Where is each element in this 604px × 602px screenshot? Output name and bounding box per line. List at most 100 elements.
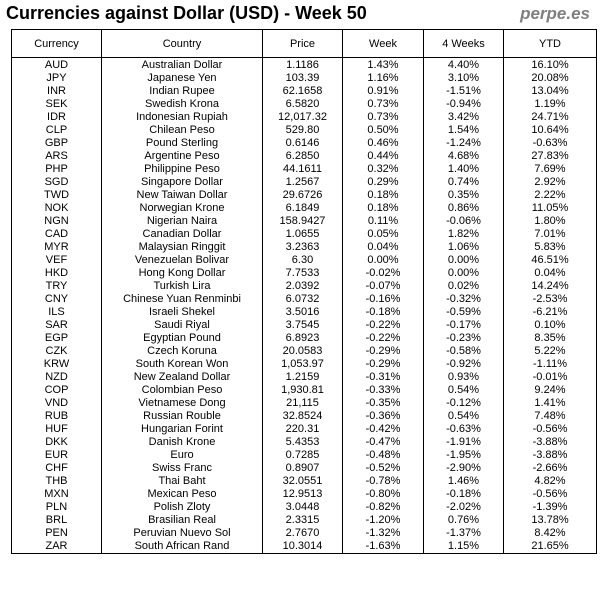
cell-country: Canadian Dollar [101,228,263,241]
cell-price: 6.8923 [262,332,343,345]
cell-country: Argentine Peso [101,150,263,163]
cell-price: 1.1186 [262,57,343,72]
cell-week-change: -1.63% [342,540,424,554]
cell-currency-code: PLN [11,501,102,514]
cell-ytd-change: 10.64% [503,124,597,137]
cell-price: 220.31 [262,423,343,436]
cell-country: Chinese Yuan Renminbi [101,293,263,306]
cell-week-change: 1.16% [342,72,424,85]
cell-currency-code: NGN [11,215,102,228]
table-row: VND Vietnamese Dong 21,115 -0.35% -0.12% 1.41… [11,397,597,410]
table-row: NZD New Zealand Dollar 1.2159 -0.31% 0.93% -0… [11,371,597,384]
cell-price: 3.0448 [262,501,343,514]
cell-country: Saudi Riyal [101,319,263,332]
cell-4-weeks-change: -0.59% [423,306,504,319]
table-row: HUF Hungarian Forint 220.31 -0.42% -0.63% -0.… [11,423,597,436]
cell-country: Danish Krone [101,436,263,449]
cell-ytd-change: 7.69% [503,163,597,176]
cell-ytd-change: 1.41% [503,397,597,410]
cell-4-weeks-change: 4.40% [423,57,504,72]
cell-week-change: -0.18% [342,306,424,319]
cell-currency-code: JPY [11,72,102,85]
table-row: IDR Indonesian Rupiah 12,017.32 0.73% 3.42% 2… [11,111,597,124]
table-row: MXN Mexican Peso 12.9513 -0.80% -0.18% -0.56% [11,488,597,501]
cell-country: Russian Rouble [101,410,263,423]
table-row: ARS Argentine Peso 6.2850 0.44% 4.68% 27.83% [11,150,597,163]
cell-price: 12,017.32 [262,111,343,124]
cell-country: Indonesian Rupiah [101,111,263,124]
table-row: ZAR South African Rand 10.3014 -1.63% 1.15% 2… [11,540,597,554]
table-row: PEN Peruvian Nuevo Sol 2.7670 -1.32% -1.37% 8… [11,527,597,540]
cell-country: Colombian Peso [101,384,263,397]
cell-4-weeks-change: 1.06% [423,241,504,254]
table-row: AUD Australian Dollar 1.1186 1.43% 4.40% 16.1… [11,57,597,72]
currency-table: Currency Country Price Week 4 Weeks YTD … [11,29,597,554]
cell-week-change: 0.11% [342,215,424,228]
cell-country: Australian Dollar [101,57,263,72]
cell-price: 5.4353 [262,436,343,449]
cell-currency-code: TWD [11,189,102,202]
cell-ytd-change: 5.22% [503,345,597,358]
cell-price: 32.8524 [262,410,343,423]
cell-4-weeks-change: -0.63% [423,423,504,436]
cell-week-change: 0.32% [342,163,424,176]
table-row: CAD Canadian Dollar 1.0655 0.05% 1.82% 7.01% [11,228,597,241]
cell-currency-code: DKK [11,436,102,449]
cell-price: 6.2850 [262,150,343,163]
cell-country: Singapore Dollar [101,176,263,189]
cell-currency-code: THB [11,475,102,488]
cell-4-weeks-change: 0.00% [423,254,504,267]
table-row: ILS Israeli Shekel 3.5016 -0.18% -0.59% -6.21… [11,306,597,319]
table-row: PHP Philippine Peso 44.1611 0.32% 1.40% 7.69% [11,163,597,176]
cell-currency-code: ILS [11,306,102,319]
table-row: CHF Swiss Franc 0.8907 -0.52% -2.90% -2.66% [11,462,597,475]
cell-4-weeks-change: -1.95% [423,449,504,462]
cell-currency-code: EGP [11,332,102,345]
cell-ytd-change: -0.01% [503,371,597,384]
cell-price: 21,115 [262,397,343,410]
cell-currency-code: INR [11,85,102,98]
cell-country: Thai Baht [101,475,263,488]
cell-country: Czech Koruna [101,345,263,358]
cell-ytd-change: 4.82% [503,475,597,488]
cell-week-change: -0.22% [342,319,424,332]
cell-4-weeks-change: 1.46% [423,475,504,488]
cell-price: 7.7533 [262,267,343,280]
cell-ytd-change: 13.78% [503,514,597,527]
cell-ytd-change: 8.42% [503,527,597,540]
cell-week-change: -0.36% [342,410,424,423]
cell-week-change: -0.33% [342,384,424,397]
cell-ytd-change: 2.92% [503,176,597,189]
cell-4-weeks-change: -1.37% [423,527,504,540]
cell-country: Brasilian Real [101,514,263,527]
cell-price: 62.1658 [262,85,343,98]
cell-currency-code: IDR [11,111,102,124]
cell-currency-code: COP [11,384,102,397]
cell-4-weeks-change: -1.24% [423,137,504,150]
cell-week-change: -0.78% [342,475,424,488]
cell-country: Nigerian Naira [101,215,263,228]
table-row: KRW South Korean Won 1,053.97 -0.29% -0.92% -… [11,358,597,371]
cell-4-weeks-change: -0.58% [423,345,504,358]
cell-price: 1.2567 [262,176,343,189]
cell-country: Turkish Lira [101,280,263,293]
cell-4-weeks-change: 0.02% [423,280,504,293]
table-row: EUR Euro 0.7285 -0.48% -1.95% -3.88% [11,449,597,462]
table-row: SAR Saudi Riyal 3.7545 -0.22% -0.17% 0.10% [11,319,597,332]
cell-currency-code: AUD [11,57,102,72]
cell-currency-code: KRW [11,358,102,371]
cell-week-change: 0.04% [342,241,424,254]
cell-4-weeks-change: 0.54% [423,410,504,423]
cell-4-weeks-change: 1.40% [423,163,504,176]
page-title: Currencies against Dollar (USD) - Week 5… [6,3,367,23]
cell-country: Chilean Peso [101,124,263,137]
cell-4-weeks-change: 0.93% [423,371,504,384]
cell-country: Hong Kong Dollar [101,267,263,280]
cell-4-weeks-change: -2.02% [423,501,504,514]
cell-currency-code: TRY [11,280,102,293]
cell-4-weeks-change: -0.17% [423,319,504,332]
column-header-ytd: YTD [503,29,597,58]
cell-week-change: 0.73% [342,111,424,124]
cell-ytd-change: 14.24% [503,280,597,293]
cell-price: 0.8907 [262,462,343,475]
